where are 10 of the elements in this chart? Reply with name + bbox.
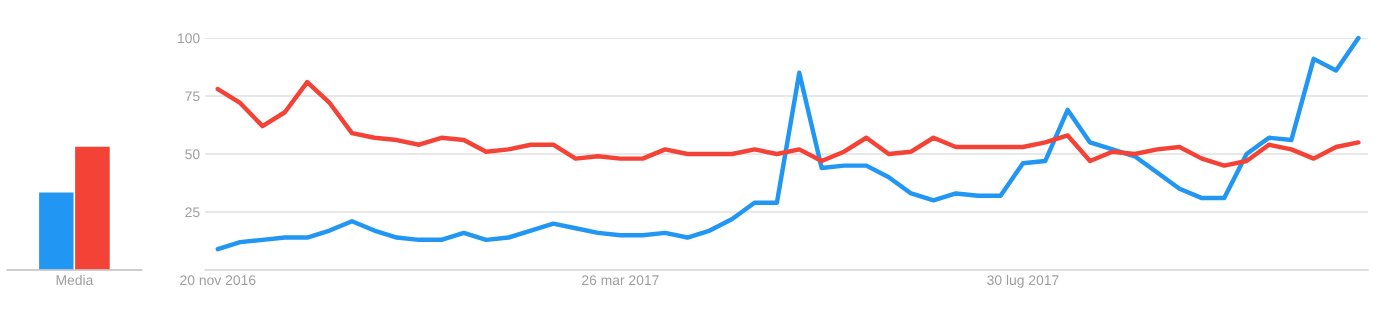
y-tick-label: 50 [185,149,200,160]
line-series [215,79,1361,168]
x-tick-label: Media [56,274,94,286]
y-tick-label: 75 [185,91,200,102]
x-tick-label: 30 lug 2017 [987,274,1059,288]
x-tick-label: 26 mar 2017 [582,275,659,286]
y-tick-label: 25 [185,207,200,218]
line-series [215,35,1361,252]
y-tick-label: 100 [178,33,200,44]
x-tick-label: 20 nov 2016 [180,275,256,286]
